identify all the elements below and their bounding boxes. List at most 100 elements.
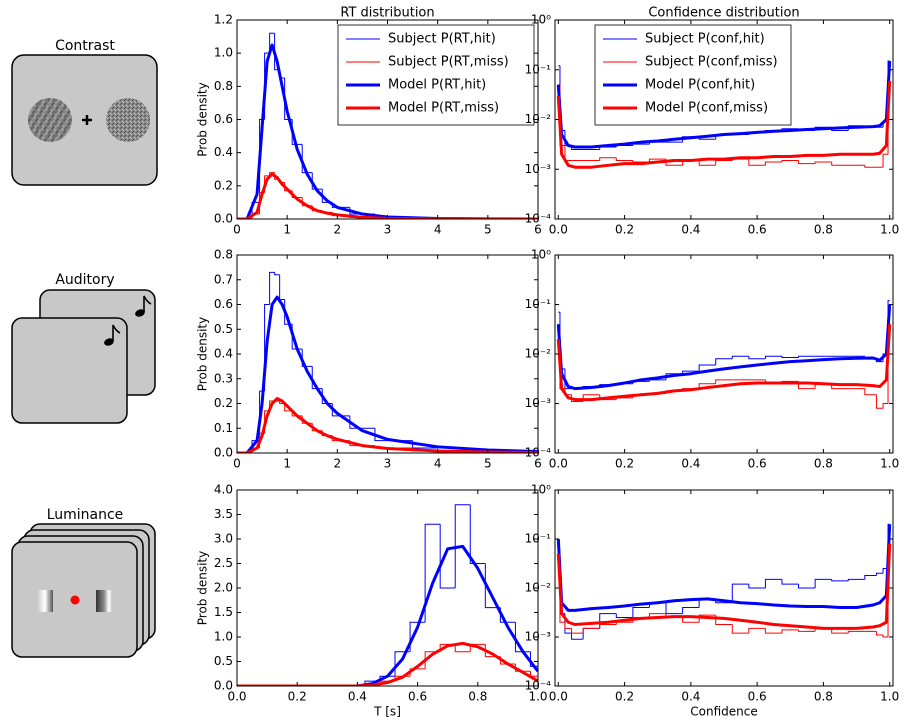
x-tick-label: 1.0 — [528, 690, 547, 704]
x-tick-label: 1 — [283, 457, 291, 471]
note-icon — [104, 324, 121, 346]
histogram-step — [764, 578, 782, 588]
x-tick-label: 2 — [334, 223, 342, 237]
histogram-step — [599, 157, 617, 161]
histogram-step — [781, 629, 799, 634]
x-tick-label: 0 — [233, 457, 241, 471]
y-tick-label: 0.5 — [214, 654, 233, 668]
x-tick-label: 1.0 — [880, 223, 899, 237]
histogram-step — [564, 622, 572, 629]
y-tick-label: 10⁻² — [525, 581, 552, 595]
y-tick-label: 0.2 — [214, 178, 233, 192]
histogram-step — [274, 272, 280, 276]
histogram-step — [648, 613, 667, 618]
plot-area — [237, 255, 538, 453]
y-tick-label: 10⁻⁴ — [525, 679, 552, 693]
histogram-step — [514, 622, 531, 653]
legend-label: Subject P(conf,hit) — [645, 32, 765, 47]
chart: 10⁻⁴ 10⁻³ 10⁻² 10⁻¹ 10⁰ 0.0 0.2 0.4 0.6 0.8 1.0 — [525, 248, 900, 471]
x-tick-label: 1.0 — [880, 457, 899, 471]
y-tick-label: 0.6 — [214, 112, 233, 126]
x-tick-label: 0.8 — [468, 690, 487, 704]
histogram-step — [514, 663, 531, 672]
x-tick-label: 0.6 — [408, 690, 427, 704]
x-tick-label: 0.2 — [288, 690, 307, 704]
histogram-step — [798, 355, 816, 358]
y-axis-label: Prob density — [196, 317, 210, 391]
x-tick-label: 0.0 — [549, 457, 568, 471]
histogram-step — [814, 161, 832, 164]
histogram-step — [748, 584, 766, 589]
noise — [28, 98, 72, 142]
x-tick-label: 0.6 — [748, 457, 767, 471]
fixation-dot — [70, 595, 80, 605]
histogram-step — [571, 628, 584, 634]
x-axis-label: T [s] — [373, 705, 401, 717]
x-tick-label: 0.4 — [681, 223, 700, 237]
plot-series — [237, 271, 538, 453]
histogram-step — [864, 165, 877, 168]
histogram-step — [864, 574, 877, 580]
histogram-step — [798, 160, 816, 165]
y-tick-label: 1.2 — [214, 13, 233, 27]
y-axis-label: Prob density — [196, 82, 210, 156]
histogram-step — [831, 579, 849, 582]
y-tick-label: 2.5 — [214, 556, 233, 570]
chart: 0.0 0.5 1.0 1.5 2.0 2.5 3.0 3.5 4.0 0.0 0.2 0.4 0.6 0… — [196, 483, 548, 717]
histogram-step — [764, 355, 782, 359]
histogram-step — [764, 628, 782, 634]
y-tick-label: 4.0 — [214, 483, 233, 497]
y-tick-label: 1.0 — [214, 46, 233, 60]
legend-label: Subject P(conf,miss) — [645, 55, 778, 70]
x-tick-label: 0.8 — [814, 457, 833, 471]
stimulus-label: Auditory — [55, 272, 114, 288]
histogram-step — [748, 356, 766, 360]
histogram-step — [831, 161, 849, 166]
histogram-step — [682, 370, 700, 374]
legend-label: Model P(conf,miss) — [645, 101, 768, 116]
x-tick-label: 4 — [434, 223, 442, 237]
y-tick-label: 10⁻³ — [525, 630, 552, 644]
y-tick-label: 10⁰ — [531, 248, 551, 262]
histogram-step — [875, 631, 884, 636]
y-tick-label: 10⁻³ — [525, 162, 552, 176]
histogram-step — [814, 578, 832, 588]
histogram-step — [349, 415, 375, 429]
y-tick-label: 3.5 — [214, 507, 233, 521]
legend-label: Model P(RT,miss) — [388, 101, 499, 116]
histogram-step — [731, 624, 749, 634]
x-tick-label: 0.0 — [227, 690, 246, 704]
histogram-step — [284, 403, 293, 412]
x-tick-label: 6 — [534, 223, 542, 237]
x-tick-label: 3 — [384, 457, 392, 471]
x-tick-label: 5 — [484, 223, 492, 237]
histogram-step — [409, 668, 426, 677]
stimulus-auditory: Auditory — [11, 272, 156, 424]
y-tick-label: 10⁻² — [525, 112, 552, 126]
x-tick-label: 0.4 — [681, 457, 700, 471]
stimulus-label: Luminance — [47, 507, 124, 523]
histogram-step — [698, 383, 716, 389]
legend-label: Subject P(RT,hit) — [388, 32, 496, 47]
histogram-step — [311, 172, 323, 190]
y-tick-label: 0.7 — [214, 272, 233, 286]
plot-series — [556, 523, 892, 640]
x-tick-label: 0.2 — [615, 223, 634, 237]
histogram-step — [615, 157, 633, 161]
plot-area — [555, 255, 893, 453]
x-tick-label: 2 — [334, 457, 342, 471]
y-tick-label: 10⁻² — [525, 347, 552, 361]
histogram-step — [731, 583, 749, 603]
histogram-step — [698, 160, 716, 166]
histogram-step — [882, 403, 889, 409]
model-curve — [237, 295, 538, 453]
histogram-step — [731, 355, 749, 359]
y-axis-label: Prob density — [196, 551, 210, 625]
y-tick-label: 0.5 — [214, 322, 233, 336]
luminance-patch — [96, 590, 112, 612]
histogram-step — [715, 379, 733, 384]
histogram-step — [798, 584, 816, 589]
histogram-step — [582, 627, 600, 634]
histogram-step — [469, 504, 486, 564]
